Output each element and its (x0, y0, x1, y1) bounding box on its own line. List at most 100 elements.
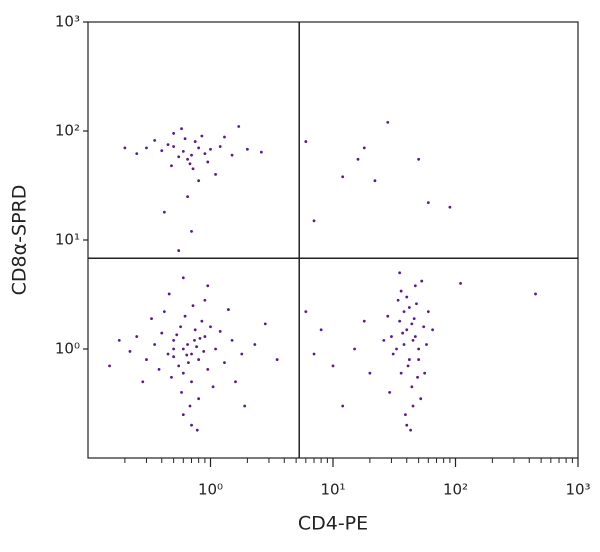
event-dot (190, 153, 193, 157)
x-axis-title: CD4-PE (298, 513, 368, 535)
event-dot (183, 137, 187, 141)
event-dot (386, 120, 390, 124)
event-dot (200, 134, 204, 138)
event-dot (193, 338, 196, 342)
event-dot (416, 375, 419, 379)
event-dot (200, 319, 204, 323)
event-dot (362, 319, 366, 323)
event-dot (401, 331, 405, 335)
event-dot (202, 350, 206, 353)
event-dot (230, 153, 234, 157)
event-dot (181, 413, 185, 417)
event-dot (405, 328, 409, 332)
event-dot (172, 132, 176, 135)
event-dot (190, 229, 193, 233)
event-dot (391, 352, 395, 356)
event-dot (312, 219, 316, 223)
event-dot (223, 361, 226, 365)
event-dot (395, 347, 398, 351)
event-dot (419, 397, 423, 401)
event-dot (426, 201, 430, 205)
event-dot (197, 179, 201, 183)
event-dot (209, 147, 212, 151)
event-dot (177, 155, 181, 159)
event-dot (398, 319, 402, 323)
event-dot (128, 350, 132, 353)
event-dot (406, 364, 410, 368)
event-dot (162, 210, 166, 214)
event-dot (193, 328, 197, 332)
event-dot (123, 146, 127, 150)
event-dot (398, 271, 402, 275)
event-dot (145, 358, 148, 361)
event-dot (402, 310, 406, 314)
event-dot (341, 404, 345, 408)
event-dot (386, 314, 390, 318)
event-dot (157, 367, 161, 371)
event-dot (230, 338, 234, 342)
event-dot (223, 135, 226, 139)
event-dot (172, 145, 176, 148)
event-dot (177, 364, 181, 368)
event-dot (185, 353, 189, 357)
event-dot (423, 371, 427, 375)
event-dot (373, 179, 377, 183)
event-dot (253, 343, 257, 346)
event-dot (172, 355, 176, 359)
event-dot (218, 145, 222, 148)
event-dot (180, 390, 183, 394)
event-dot (193, 140, 197, 143)
event-dot (190, 352, 193, 356)
event-dot (188, 162, 192, 166)
event-dot (304, 310, 308, 314)
event-dot (218, 330, 222, 333)
event-dot (448, 205, 452, 209)
event-dot (319, 328, 323, 332)
event-dot (422, 325, 426, 329)
event-dot (388, 390, 392, 394)
event-dot (166, 352, 170, 356)
event-dot (175, 333, 179, 337)
event-dot (209, 325, 212, 329)
event-dot (197, 358, 201, 361)
event-dot (227, 308, 230, 311)
event-dot (410, 322, 414, 326)
x-tick-label: 10⁰ (198, 481, 223, 499)
y-tick-label: 10⁰ (55, 340, 80, 358)
event-dot (412, 317, 416, 321)
event-dot (206, 367, 210, 371)
event-dot (426, 310, 430, 314)
event-dot (245, 147, 249, 151)
event-dot (198, 337, 202, 340)
event-dot (135, 335, 139, 338)
event-dot (162, 310, 166, 314)
event-dot (304, 140, 308, 143)
event-dot (181, 347, 185, 351)
event-dot (237, 125, 241, 128)
event-dot (413, 335, 417, 338)
event-dot (179, 325, 182, 329)
event-dot (197, 397, 201, 401)
event-dot (396, 298, 400, 302)
event-dot (186, 157, 189, 161)
event-dot (390, 335, 393, 338)
event-dot (417, 358, 421, 361)
y-tick-label: 10¹ (55, 231, 80, 249)
event-dot (181, 276, 185, 280)
event-dot (420, 279, 424, 283)
event-dot (411, 338, 415, 342)
event-dot (425, 343, 428, 346)
event-dot (312, 352, 316, 356)
event-dot (409, 428, 412, 432)
event-dot (160, 149, 164, 153)
event-dot (259, 150, 263, 154)
event-dot (206, 160, 210, 164)
event-dot (191, 304, 195, 308)
event-dot (417, 347, 421, 351)
event-dot (145, 146, 148, 150)
event-dot (410, 385, 414, 389)
event-dot (399, 371, 403, 375)
event-dot (183, 314, 187, 318)
event-dot (141, 380, 145, 384)
x-tick-label: 10² (443, 481, 468, 499)
